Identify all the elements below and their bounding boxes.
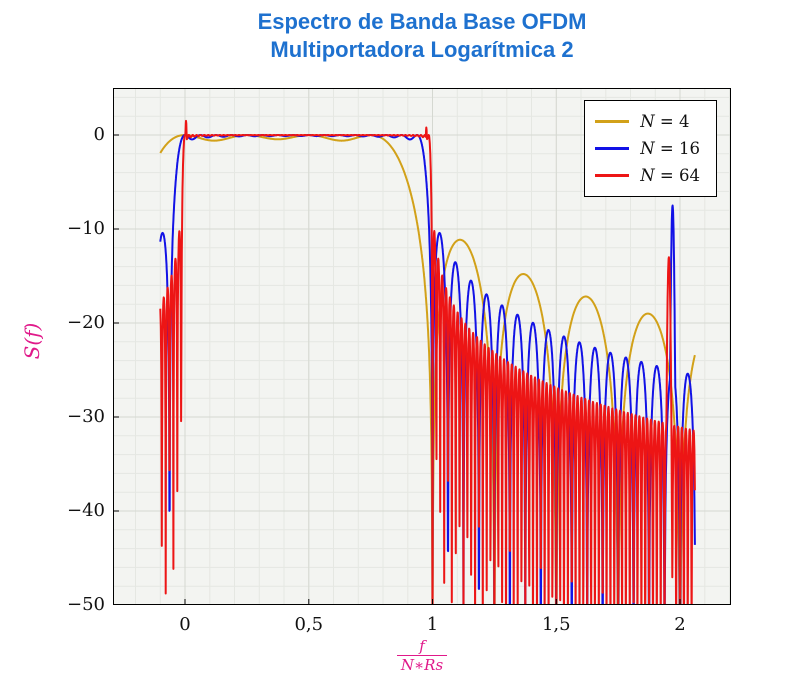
legend-item: N = 64 (595, 162, 700, 189)
legend-line-swatch (595, 120, 630, 123)
y-tick-label: −10 (67, 218, 105, 239)
y-tick-label: 0 (93, 124, 105, 145)
legend-line-swatch (595, 147, 630, 150)
x-axis-fraction: f N∗Rs (396, 637, 448, 674)
chart-title-line1: Espectro de Banda Base OFDM (257, 9, 587, 34)
x-tick-label: 1 (426, 614, 439, 635)
series-curve-N-64 (159, 119, 696, 605)
y-tick-label: −40 (67, 500, 105, 521)
x-tick-label: 0,5 (294, 614, 324, 635)
legend-label: N = 16 (640, 139, 700, 158)
x-tick-label: 2 (674, 614, 686, 635)
legend-item: N = 4 (595, 108, 700, 135)
legend-item: N = 16 (595, 135, 700, 162)
x-axis-denominator: N∗Rs (396, 655, 448, 674)
legend-line-swatch (595, 174, 630, 177)
chart-canvas (113, 88, 731, 605)
y-tick-label: −50 (67, 594, 105, 615)
axis-box (113, 88, 731, 605)
legend-label: N = 4 (640, 112, 690, 131)
series-group (159, 119, 696, 605)
x-axis-numerator: f (419, 637, 425, 655)
legend: N = 4 N = 16 N = 64 (584, 100, 717, 197)
x-axis-label: f N∗Rs (362, 636, 482, 674)
chart-title-line2: Multiportadora Logarítmica 2 (270, 37, 574, 62)
y-tick-label: −20 (67, 312, 105, 333)
legend-label: N = 64 (640, 166, 700, 185)
chart-title: Espectro de Banda Base OFDM Multiportado… (113, 8, 731, 64)
x-tick-label: 1,5 (541, 614, 571, 635)
x-tick-label: 0 (179, 614, 191, 635)
y-tick-label: −30 (67, 406, 105, 427)
